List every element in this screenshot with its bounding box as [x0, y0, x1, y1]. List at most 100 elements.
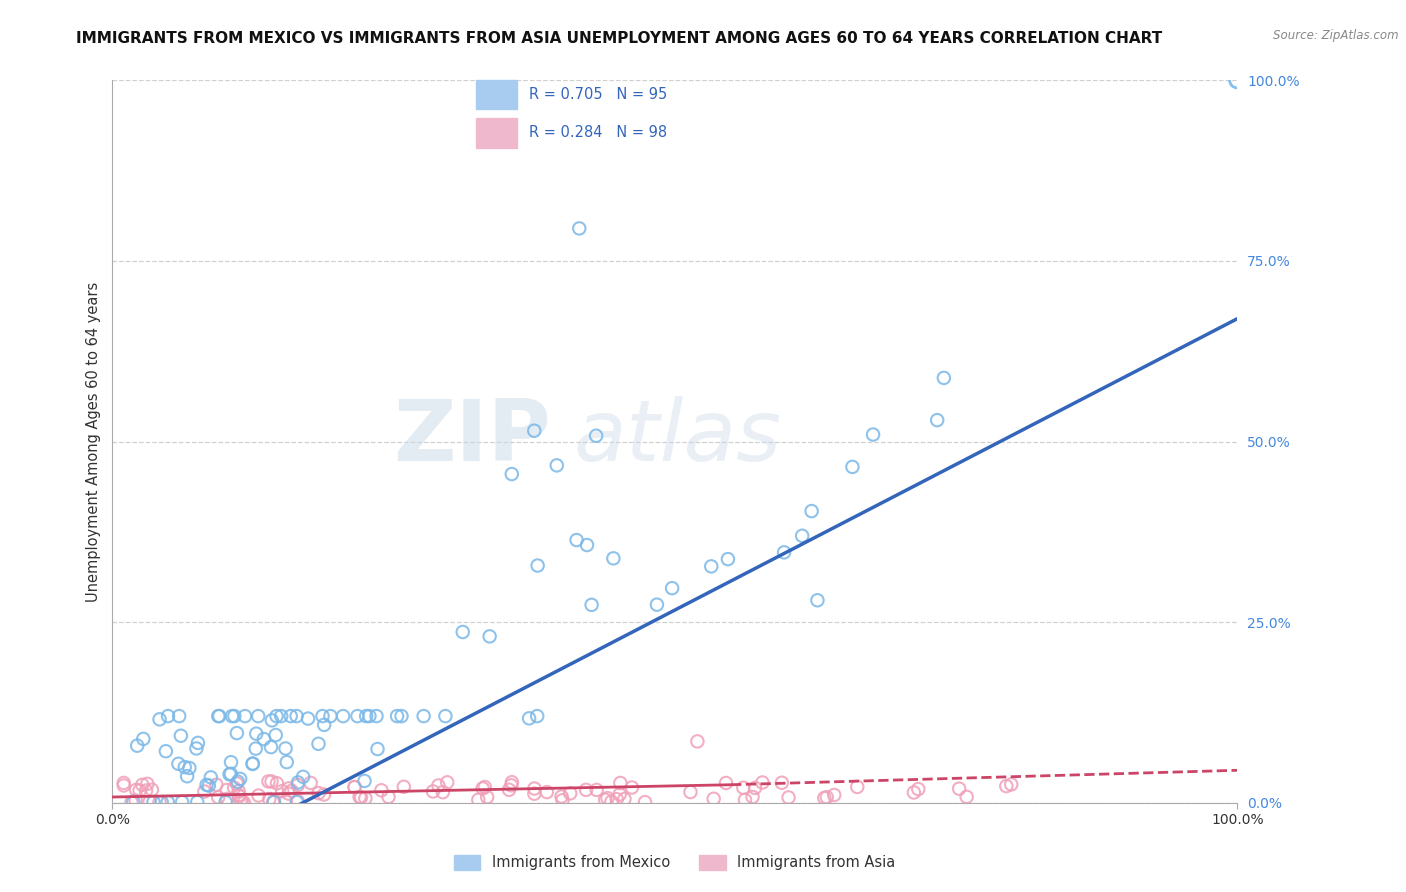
Point [277, 787, 299, 801]
Point [299, 776, 322, 790]
Point [346, 709, 368, 723]
Point [219, 767, 242, 781]
Point [167, 709, 190, 723]
Point [167, 756, 190, 771]
Point [596, 791, 619, 805]
Point [245, 726, 267, 740]
Point [125, 793, 148, 807]
Point [260, 774, 283, 789]
Point [280, 709, 302, 723]
Point [266, 709, 288, 723]
Point [806, 593, 828, 607]
Point [427, 779, 450, 793]
Text: IMMIGRANTS FROM MEXICO VS IMMIGRANTS FROM ASIA UNEMPLOYMENT AMONG AGES 60 TO 64 : IMMIGRANTS FROM MEXICO VS IMMIGRANTS FRO… [76, 31, 1161, 46]
Point [173, 760, 195, 774]
Point [792, 529, 814, 543]
Point [609, 776, 631, 790]
Point [550, 789, 572, 804]
Point [229, 772, 252, 786]
Point [205, 778, 228, 792]
Point [207, 790, 229, 805]
Point [477, 790, 499, 805]
Point [734, 793, 756, 807]
Point [602, 551, 624, 566]
Point [332, 709, 354, 723]
Point [471, 781, 494, 796]
Point [245, 741, 267, 756]
Point [132, 731, 155, 746]
Point [120, 796, 142, 810]
Point [155, 744, 177, 758]
Point [224, 780, 246, 795]
Point [276, 755, 298, 769]
Bar [477, 118, 516, 147]
Point [565, 533, 588, 547]
Point [744, 780, 766, 795]
Point [271, 784, 294, 798]
Point [354, 709, 377, 723]
Point [575, 782, 598, 797]
Point [141, 782, 163, 797]
Point [585, 783, 607, 797]
Point [135, 783, 157, 797]
Text: Source: ZipAtlas.com: Source: ZipAtlas.com [1274, 29, 1399, 42]
Point [170, 729, 193, 743]
Point [308, 786, 330, 800]
Point [179, 761, 201, 775]
Point [526, 709, 548, 723]
Point [266, 776, 288, 790]
Point [645, 598, 668, 612]
Point [593, 793, 616, 807]
Point [274, 794, 297, 808]
Point [253, 732, 276, 747]
Point [128, 783, 150, 797]
Point [225, 776, 247, 790]
Point [221, 709, 243, 723]
Point [385, 709, 408, 723]
Point [353, 773, 375, 788]
Y-axis label: Unemployment Among Ages 60 to 64 years: Unemployment Among Ages 60 to 64 years [86, 281, 101, 602]
Point [523, 781, 546, 796]
Point [215, 783, 238, 797]
Point [523, 787, 546, 801]
Point [142, 795, 165, 809]
Point [367, 742, 389, 756]
Point [526, 558, 548, 573]
Point [218, 767, 240, 781]
Point [247, 789, 270, 803]
Point [215, 792, 238, 806]
Point [274, 741, 297, 756]
Point [474, 780, 496, 794]
Point [138, 795, 160, 809]
Point [581, 598, 603, 612]
Point [551, 793, 574, 807]
Point [231, 795, 253, 809]
Text: ZIP: ZIP [394, 396, 551, 479]
Point [112, 779, 135, 793]
Point [112, 776, 135, 790]
Point [260, 714, 283, 728]
Point [195, 778, 218, 792]
Point [259, 792, 281, 806]
Point [1226, 73, 1249, 87]
Point [536, 785, 558, 799]
Point [1000, 777, 1022, 791]
Point [700, 559, 723, 574]
Point [148, 712, 170, 726]
Point [995, 779, 1018, 793]
Point [311, 709, 333, 723]
Point [176, 769, 198, 783]
Point [948, 781, 970, 796]
Point [262, 795, 284, 809]
Point [391, 709, 413, 723]
Point [229, 794, 252, 808]
Point [187, 736, 209, 750]
Point [200, 770, 222, 784]
Point [606, 792, 628, 806]
Point [412, 709, 434, 723]
Point [122, 795, 145, 809]
Point [773, 545, 796, 559]
Point [207, 709, 229, 723]
Point [157, 709, 180, 723]
Point [903, 785, 925, 799]
